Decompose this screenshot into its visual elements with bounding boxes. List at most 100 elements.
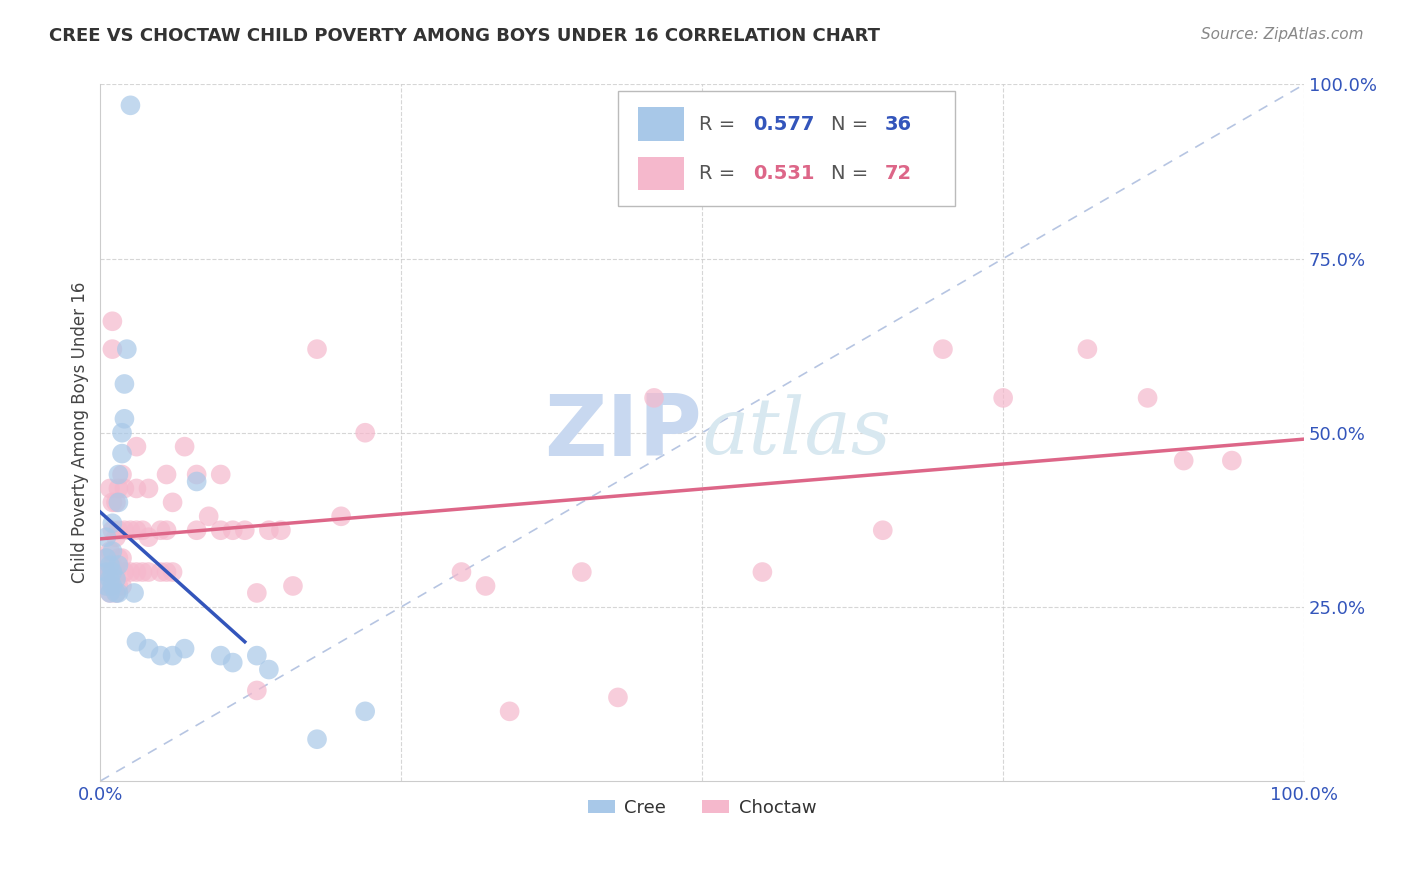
Point [101,523,124,537]
Point [120,98,142,112]
Point [138,530,160,544]
Point [138,641,160,656]
Point [107,467,129,482]
Point [222,656,245,670]
Point [209,648,232,663]
Text: N =: N = [831,114,875,134]
Point [96,565,118,579]
Y-axis label: Child Poverty Among Boys Under 16: Child Poverty Among Boys Under 16 [72,282,89,583]
Point [155,523,177,537]
Point [98,586,121,600]
Point [162,565,184,579]
Point [173,440,195,454]
Legend: Cree, Choctaw: Cree, Choctaw [581,792,824,824]
Point [186,475,208,489]
Point [751,565,773,579]
Point [111,579,134,593]
Text: CREE VS CHOCTAW CHILD POVERTY AMONG BOYS UNDER 16 CORRELATION CHART: CREE VS CHOCTAW CHILD POVERTY AMONG BOYS… [49,27,880,45]
Point [96,579,118,593]
Point [138,565,160,579]
Point [186,467,208,482]
Point [1076,342,1098,356]
Point [115,342,138,356]
Point [125,523,148,537]
Point [105,586,128,600]
Point [107,551,129,566]
Point [112,482,135,496]
Point [932,342,955,356]
Point [101,544,124,558]
Point [991,391,1014,405]
Point [354,704,377,718]
Point [270,523,292,537]
Point [281,579,304,593]
Point [246,586,269,600]
Point [111,551,134,566]
Point [122,586,145,600]
Point [107,482,129,496]
Text: 36: 36 [886,114,912,134]
Point [125,565,148,579]
Point [607,690,630,705]
Point [173,641,195,656]
Point [330,509,353,524]
Point [233,523,256,537]
Point [107,586,129,600]
Point [149,648,172,663]
Text: N =: N = [831,164,875,183]
Point [107,558,129,572]
Text: R =: R = [699,164,741,183]
Point [101,495,124,509]
Point [107,579,129,593]
Point [125,482,148,496]
Point [112,565,135,579]
Point [101,579,124,593]
Point [101,314,124,328]
Point [101,579,124,593]
Point [96,551,118,566]
Point [222,523,245,537]
Point [107,523,129,537]
Point [101,516,124,531]
Point [125,440,148,454]
Text: Source: ZipAtlas.com: Source: ZipAtlas.com [1201,27,1364,42]
Point [98,586,121,600]
Text: atlas: atlas [702,394,891,471]
Point [107,495,129,509]
Point [197,509,219,524]
Point [209,523,232,537]
Point [571,565,593,579]
Point [125,634,148,648]
Point [98,572,121,586]
Point [1173,453,1195,467]
Point [105,572,128,586]
Text: 0.531: 0.531 [752,164,814,183]
Point [354,425,377,440]
Point [305,342,328,356]
Point [98,482,121,496]
FancyBboxPatch shape [638,157,685,190]
Point [1136,391,1159,405]
Point [120,565,142,579]
Point [131,523,153,537]
Point [101,342,124,356]
Point [155,467,177,482]
Point [105,565,128,579]
Point [498,704,520,718]
Point [105,530,128,544]
Point [98,544,121,558]
Point [257,523,280,537]
Point [112,411,135,425]
Point [246,683,269,698]
Point [138,482,160,496]
Text: ZIP: ZIP [544,392,702,475]
Point [131,565,153,579]
Point [162,495,184,509]
Text: 72: 72 [886,164,912,183]
Point [105,495,128,509]
Text: R =: R = [699,114,741,134]
Point [112,523,135,537]
Point [209,467,232,482]
Point [96,565,118,579]
Point [101,565,124,579]
